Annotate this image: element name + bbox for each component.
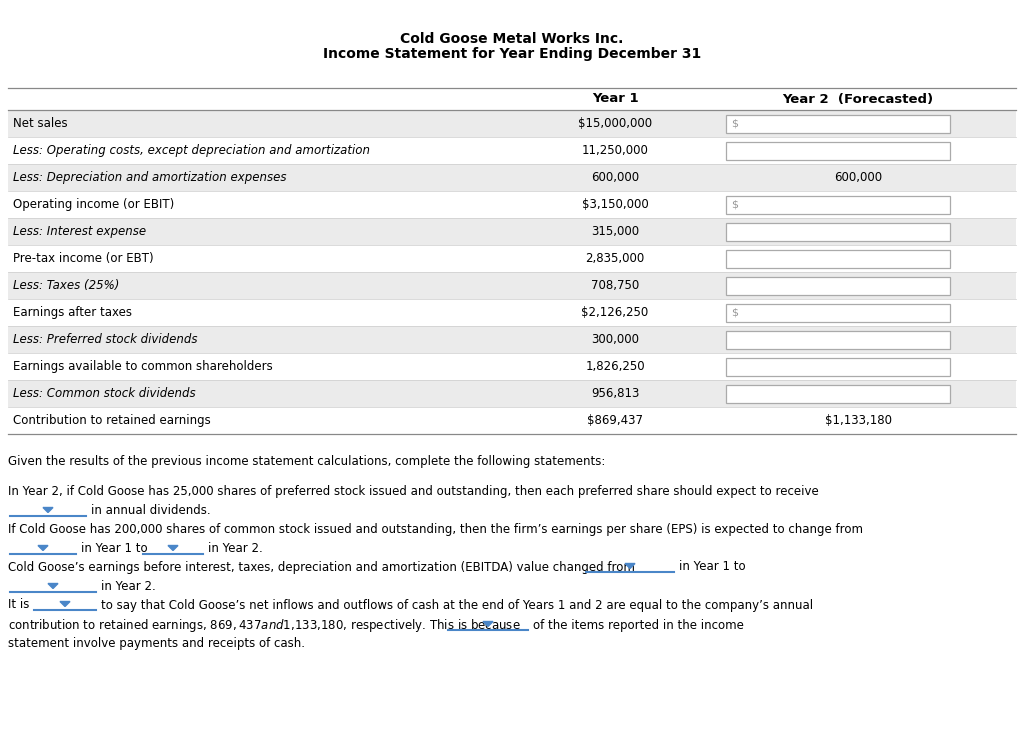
Text: It is: It is bbox=[8, 599, 30, 612]
Text: Less: Depreciation and amortization expenses: Less: Depreciation and amortization expe… bbox=[13, 171, 287, 184]
Text: $: $ bbox=[731, 200, 738, 209]
Bar bbox=[726, 303, 950, 321]
Text: statement involve payments and receipts of cash.: statement involve payments and receipts … bbox=[8, 637, 305, 649]
Text: 600,000: 600,000 bbox=[591, 171, 639, 184]
Text: $15,000,000: $15,000,000 bbox=[578, 117, 652, 130]
Polygon shape bbox=[625, 563, 635, 569]
Bar bbox=[8, 110, 1016, 137]
Text: 708,750: 708,750 bbox=[591, 279, 639, 292]
Text: Less: Preferred stock dividends: Less: Preferred stock dividends bbox=[13, 333, 198, 346]
Bar bbox=[726, 277, 950, 295]
Text: 11,250,000: 11,250,000 bbox=[582, 144, 648, 157]
Bar bbox=[8, 353, 1016, 380]
Bar bbox=[726, 141, 950, 160]
Polygon shape bbox=[168, 546, 178, 550]
Text: $1,133,180: $1,133,180 bbox=[824, 414, 892, 427]
Text: Year 1: Year 1 bbox=[592, 92, 638, 106]
Text: 2,835,000: 2,835,000 bbox=[586, 252, 645, 265]
Bar bbox=[726, 385, 950, 402]
Text: Operating income (or EBIT): Operating income (or EBIT) bbox=[13, 198, 174, 211]
Bar bbox=[8, 326, 1016, 353]
Text: Income Statement for Year Ending December 31: Income Statement for Year Ending Decembe… bbox=[323, 47, 701, 61]
Text: Pre-tax income (or EBT): Pre-tax income (or EBT) bbox=[13, 252, 154, 265]
Text: Net sales: Net sales bbox=[13, 117, 68, 130]
Text: in Year 1 to: in Year 1 to bbox=[679, 560, 745, 574]
Text: 315,000: 315,000 bbox=[591, 225, 639, 238]
Bar bbox=[726, 249, 950, 268]
Bar bbox=[726, 358, 950, 376]
Bar bbox=[8, 380, 1016, 407]
Text: Cold Goose Metal Works Inc.: Cold Goose Metal Works Inc. bbox=[400, 32, 624, 46]
Bar bbox=[726, 114, 950, 132]
Text: $: $ bbox=[731, 119, 738, 129]
Text: Earnings available to common shareholders: Earnings available to common shareholder… bbox=[13, 360, 272, 373]
Text: of the items reported in the income: of the items reported in the income bbox=[534, 618, 743, 631]
Bar bbox=[8, 164, 1016, 191]
Bar bbox=[8, 299, 1016, 326]
Text: If Cold Goose has 200,000 shares of common stock issued and outstanding, then th: If Cold Goose has 200,000 shares of comm… bbox=[8, 523, 863, 536]
Text: in Year 1 to: in Year 1 to bbox=[81, 543, 147, 556]
Bar bbox=[726, 330, 950, 349]
Text: 1,826,250: 1,826,250 bbox=[585, 360, 645, 373]
Text: 300,000: 300,000 bbox=[591, 333, 639, 346]
Bar bbox=[726, 222, 950, 240]
Bar bbox=[8, 272, 1016, 299]
Text: $869,437: $869,437 bbox=[587, 414, 643, 427]
Text: $: $ bbox=[731, 308, 738, 318]
Text: Given the results of the previous income statement calculations, complete the fo: Given the results of the previous income… bbox=[8, 455, 605, 468]
Text: in Year 2.: in Year 2. bbox=[101, 581, 156, 593]
Bar bbox=[8, 245, 1016, 272]
Polygon shape bbox=[483, 621, 493, 627]
Text: $3,150,000: $3,150,000 bbox=[582, 198, 648, 211]
Polygon shape bbox=[38, 546, 48, 550]
Text: Less: Operating costs, except depreciation and amortization: Less: Operating costs, except depreciati… bbox=[13, 144, 370, 157]
Text: contribution to retained earnings, $869,437 and $1,133,180, respectively. This i: contribution to retained earnings, $869,… bbox=[8, 616, 520, 634]
Text: Contribution to retained earnings: Contribution to retained earnings bbox=[13, 414, 211, 427]
Bar bbox=[8, 137, 1016, 164]
Text: $2,126,250: $2,126,250 bbox=[582, 306, 648, 319]
Text: Less: Common stock dividends: Less: Common stock dividends bbox=[13, 387, 196, 400]
Text: Earnings after taxes: Earnings after taxes bbox=[13, 306, 132, 319]
Text: Year 2  (Forecasted): Year 2 (Forecasted) bbox=[782, 92, 934, 106]
Text: 600,000: 600,000 bbox=[834, 171, 882, 184]
Polygon shape bbox=[60, 602, 70, 606]
Bar bbox=[726, 196, 950, 213]
Polygon shape bbox=[43, 507, 53, 513]
Bar bbox=[8, 218, 1016, 245]
Text: in Year 2.: in Year 2. bbox=[208, 543, 263, 556]
Text: Less: Interest expense: Less: Interest expense bbox=[13, 225, 146, 238]
Bar bbox=[8, 191, 1016, 218]
Text: in annual dividends.: in annual dividends. bbox=[91, 504, 211, 518]
Text: Cold Goose’s earnings before interest, taxes, depreciation and amortization (EBI: Cold Goose’s earnings before interest, t… bbox=[8, 560, 635, 574]
Text: Less: Taxes (25%): Less: Taxes (25%) bbox=[13, 279, 120, 292]
Polygon shape bbox=[48, 584, 58, 588]
Text: 956,813: 956,813 bbox=[591, 387, 639, 400]
Text: to say that Cold Goose’s net inflows and outflows of cash at the end of Years 1 : to say that Cold Goose’s net inflows and… bbox=[101, 599, 813, 612]
Text: In Year 2, if Cold Goose has 25,000 shares of preferred stock issued and outstan: In Year 2, if Cold Goose has 25,000 shar… bbox=[8, 485, 819, 498]
Bar bbox=[8, 407, 1016, 434]
